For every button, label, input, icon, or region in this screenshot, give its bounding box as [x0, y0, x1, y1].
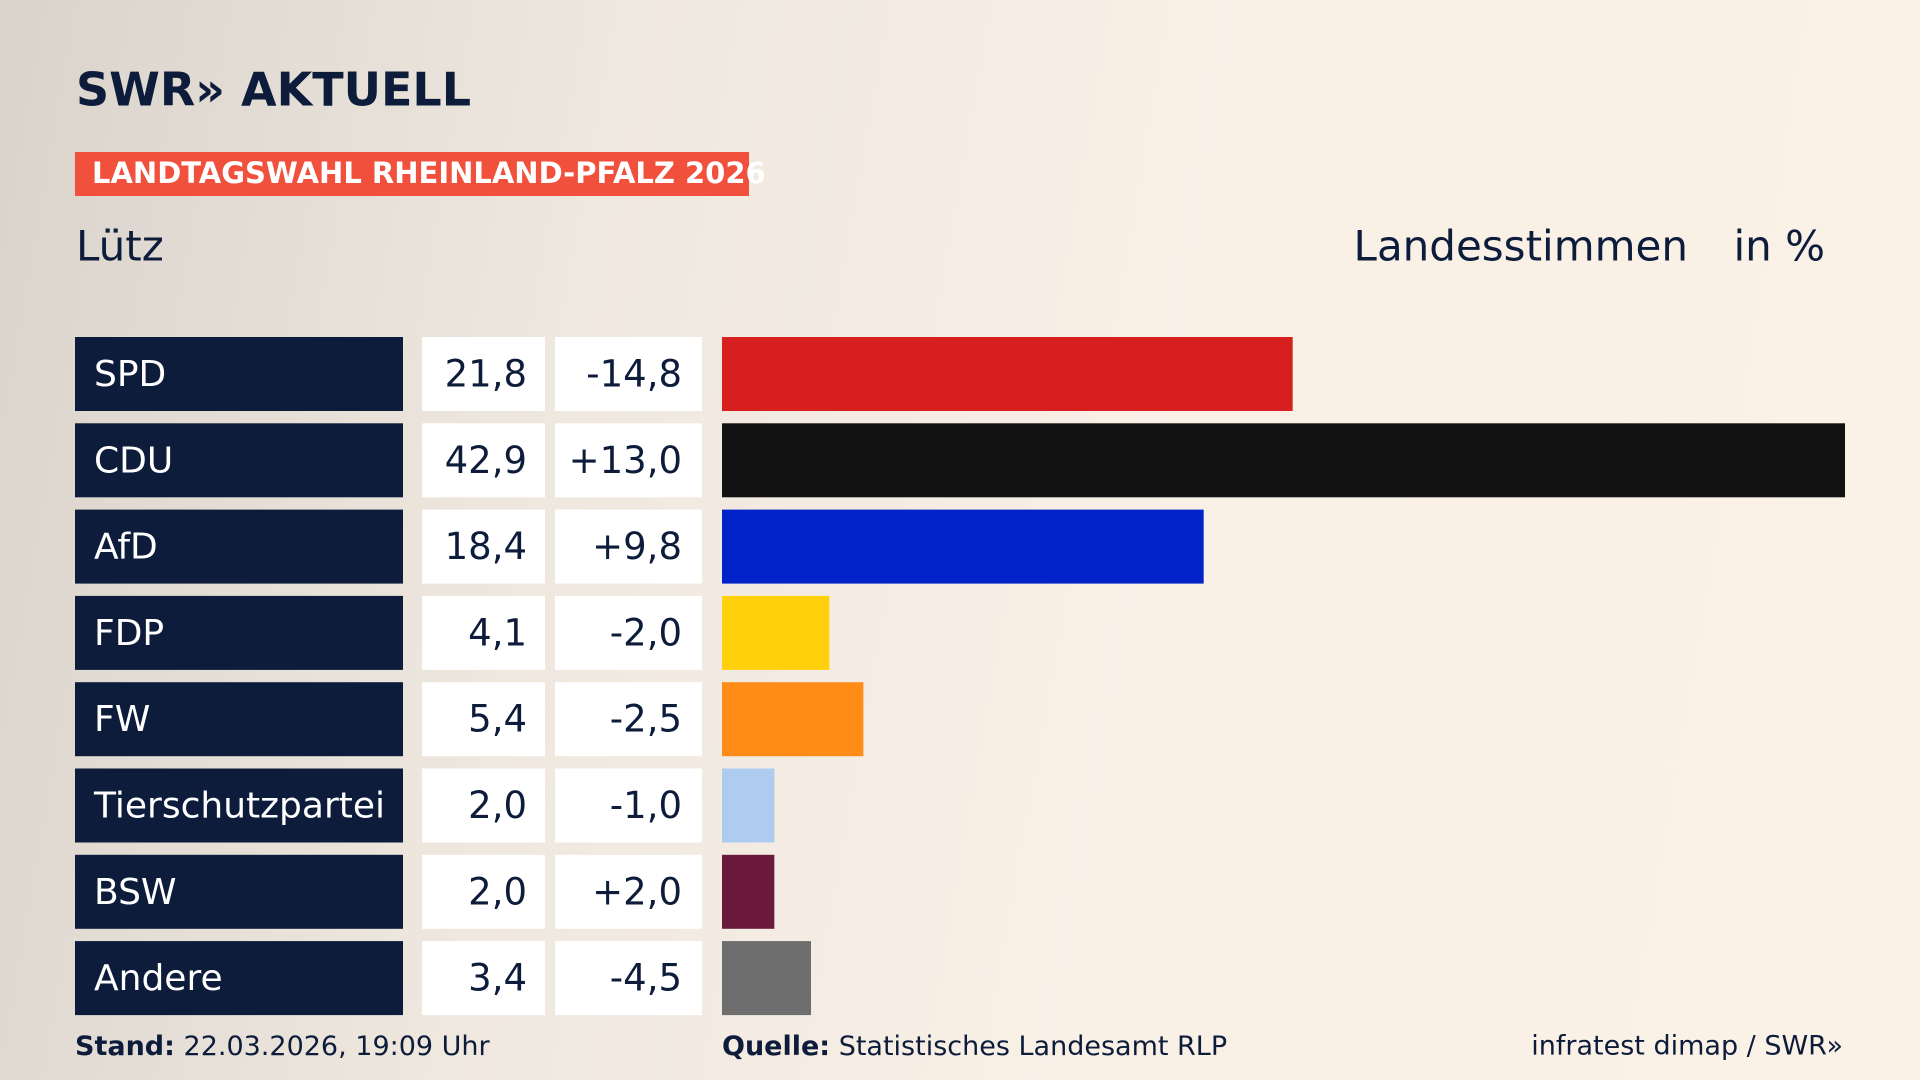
party-name: SPD: [94, 354, 166, 395]
stand-value: 22.03.2026, 19:09 Uhr: [184, 1031, 491, 1062]
party-box: [75, 423, 403, 498]
source: Quelle: Statistisches Landesamt RLP: [722, 1031, 1227, 1062]
bar: [722, 337, 1293, 411]
party-name: Tierschutzpartei: [93, 786, 385, 827]
bar: [722, 595, 830, 670]
change-box: [555, 423, 702, 498]
bar: [722, 941, 812, 1016]
value-box: [422, 595, 545, 670]
change-box: [555, 941, 702, 1016]
bar: [722, 423, 1845, 498]
party-box: [75, 768, 403, 843]
bar: [722, 509, 1204, 584]
value-label: 3,4: [468, 957, 527, 1000]
value-label: 5,4: [468, 698, 527, 741]
change-box: [555, 682, 702, 757]
change-box: [555, 337, 702, 411]
bar: [722, 768, 775, 843]
value-label: 21,8: [445, 353, 527, 396]
bar: [722, 682, 864, 757]
value-box: [422, 337, 545, 411]
chart-title: Lütz: [76, 222, 164, 271]
value-box: [422, 854, 545, 929]
change-box: [555, 854, 702, 929]
party-name: FW: [94, 699, 150, 740]
value-box: [422, 682, 545, 757]
party-name: CDU: [94, 440, 173, 481]
party-box: [75, 941, 403, 1016]
stand: Stand: 22.03.2026, 19:09 Uhr: [75, 1031, 491, 1062]
party-box: [75, 682, 403, 757]
value-box: [422, 768, 545, 843]
logo: SWR» AKTUELL: [76, 63, 471, 117]
banner: LANDTAGSWAHL RHEINLAND-PFALZ 2026: [92, 156, 766, 190]
value-label: 2,0: [468, 870, 527, 913]
change-label: -2,5: [610, 698, 682, 741]
change-label: +9,8: [592, 525, 682, 568]
party-name: AfD: [94, 527, 158, 568]
change-label: -14,8: [586, 353, 682, 396]
value-label: 2,0: [468, 784, 527, 827]
source-label: Quelle:: [722, 1031, 830, 1062]
change-label: -4,5: [610, 957, 682, 1000]
party-box: [75, 854, 403, 929]
party-box: [75, 509, 403, 584]
change-box: [555, 509, 702, 584]
change-box: [555, 768, 702, 843]
value-label: 18,4: [445, 525, 527, 568]
value-label: 42,9: [445, 439, 527, 482]
party-box: [75, 337, 403, 411]
change-label: +13,0: [569, 439, 682, 482]
party-box: [75, 595, 403, 670]
change-label: -1,0: [610, 784, 682, 827]
value-label: 4,1: [468, 611, 527, 654]
credit: infratest dimap / SWR»: [1531, 1031, 1843, 1062]
party-name: Andere: [94, 958, 223, 999]
subtitle: Landesstimmen: [1354, 222, 1688, 271]
party-name: BSW: [94, 872, 177, 913]
value-box: [422, 423, 545, 498]
value-box: [422, 941, 545, 1016]
party-name: FDP: [94, 613, 164, 654]
change-box: [555, 595, 702, 670]
value-box: [422, 509, 545, 584]
change-label: +2,0: [592, 870, 682, 913]
bar: [722, 854, 775, 929]
change-label: -2,0: [610, 611, 682, 654]
stand-label: Stand:: [75, 1031, 175, 1062]
source-value: Statistisches Landesamt RLP: [839, 1031, 1227, 1062]
unit: in %: [1733, 222, 1825, 271]
banner-bg: [75, 152, 749, 196]
